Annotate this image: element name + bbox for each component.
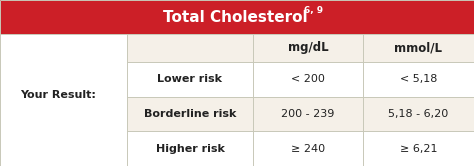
Text: Borderline risk: Borderline risk bbox=[144, 109, 236, 119]
Text: mmol/L: mmol/L bbox=[394, 42, 443, 54]
Text: ≥ 6,21: ≥ 6,21 bbox=[400, 144, 437, 154]
Text: 5,18 - 6,20: 5,18 - 6,20 bbox=[388, 109, 448, 119]
Bar bbox=[0, 0, 474, 34]
Bar bbox=[127, 131, 474, 166]
Text: Higher risk: Higher risk bbox=[155, 144, 224, 154]
Text: < 200: < 200 bbox=[291, 74, 325, 84]
Text: < 5,18: < 5,18 bbox=[400, 74, 437, 84]
Text: Total Cholesterol: Total Cholesterol bbox=[163, 9, 307, 25]
Text: Lower risk: Lower risk bbox=[157, 74, 222, 84]
Text: ≥ 240: ≥ 240 bbox=[291, 144, 325, 154]
Text: 200 - 239: 200 - 239 bbox=[281, 109, 335, 119]
Text: 6, 9: 6, 9 bbox=[304, 6, 323, 15]
Text: mg/dL: mg/dL bbox=[288, 42, 328, 54]
Bar bbox=[127, 34, 474, 62]
Bar bbox=[127, 62, 474, 97]
Text: Your Result:: Your Result: bbox=[20, 90, 96, 100]
Bar bbox=[127, 97, 474, 131]
Bar bbox=[0, 34, 127, 166]
